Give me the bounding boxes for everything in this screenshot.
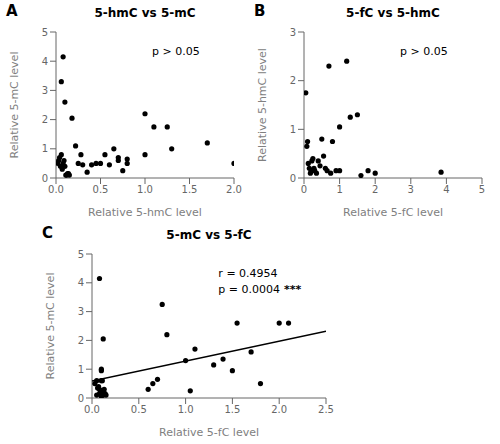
svg-text:2.0: 2.0 — [271, 404, 287, 415]
svg-text:1: 1 — [290, 124, 296, 135]
svg-text:1.0: 1.0 — [137, 184, 153, 195]
svg-text:0.5: 0.5 — [93, 184, 109, 195]
svg-text:1.0: 1.0 — [178, 404, 194, 415]
svg-text:Relative 5-hmC level: Relative 5-hmC level — [256, 48, 269, 162]
html-text:5-hmC vs 5-mC: 5-hmC vs 5-mC — [94, 6, 196, 20]
svg-text:Relative 5-mC level: Relative 5-mC level — [8, 52, 21, 159]
svg-text:4: 4 — [443, 184, 449, 195]
svg-text:Relative 5-mC level: Relative 5-mC level — [44, 273, 57, 380]
svg-text:1: 1 — [336, 184, 342, 195]
svg-text:4: 4 — [78, 277, 84, 288]
svg-text:3: 3 — [408, 184, 414, 195]
html-text:5-fC vs 5-hmC: 5-fC vs 5-hmC — [346, 6, 440, 20]
svg-text:0: 0 — [78, 393, 84, 404]
svg-text:1.5: 1.5 — [224, 404, 240, 415]
svg-text:0: 0 — [301, 184, 307, 195]
svg-text:4: 4 — [42, 56, 48, 67]
svg-text:0.0: 0.0 — [48, 184, 64, 195]
svg-text:2.5: 2.5 — [318, 404, 334, 415]
svg-text:2: 2 — [372, 184, 378, 195]
svg-text:3: 3 — [42, 85, 48, 96]
svg-text:1: 1 — [78, 364, 84, 375]
svg-text:3: 3 — [78, 306, 84, 317]
svg-text:2: 2 — [290, 75, 296, 86]
html-text:p = 0.0004 ***: p = 0.0004 *** — [218, 282, 302, 296]
svg-text:0.5: 0.5 — [131, 404, 147, 415]
svg-text:2: 2 — [78, 335, 84, 346]
svg-text:Relative 5-fC level: Relative 5-fC level — [159, 426, 259, 439]
html-text:r = 0.4954: r = 0.4954 — [218, 266, 278, 280]
html-text:5-mC vs 5-fC: 5-mC vs 5-fC — [166, 228, 252, 242]
svg-text:0: 0 — [42, 173, 48, 184]
svg-text:1: 1 — [42, 143, 48, 154]
svg-text:1.5: 1.5 — [182, 184, 198, 195]
svg-text:2.0: 2.0 — [226, 184, 242, 195]
svg-text:5: 5 — [479, 184, 485, 195]
html-text:p > 0.05: p > 0.05 — [152, 44, 200, 58]
html-text:A: A — [6, 2, 18, 20]
svg-text:Relative 5-hmC level: Relative 5-hmC level — [88, 206, 202, 219]
html-text:B: B — [254, 2, 266, 20]
svg-text:0: 0 — [290, 173, 296, 184]
svg-text:3: 3 — [290, 27, 296, 38]
svg-text:Relative 5-fC level: Relative 5-fC level — [343, 206, 443, 219]
svg-text:5: 5 — [78, 249, 84, 260]
html-text:p > 0.05: p > 0.05 — [400, 44, 448, 58]
svg-text:5: 5 — [42, 27, 48, 38]
html-text:C: C — [42, 224, 53, 242]
svg-text:2: 2 — [42, 114, 48, 125]
svg-text:0.0: 0.0 — [84, 404, 100, 415]
